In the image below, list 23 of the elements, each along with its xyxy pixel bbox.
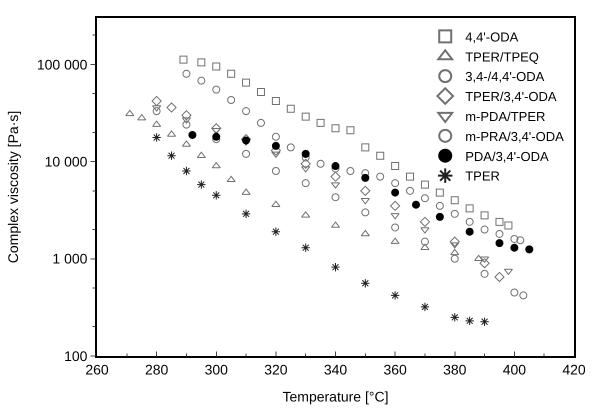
x-tick-label: 360: [383, 362, 408, 378]
x-tick-label: 340: [324, 362, 348, 378]
legend-label: m-PRA/3,4'-ODA: [465, 128, 564, 144]
x-tick-label: 420: [562, 362, 586, 378]
y-tick-label: 1 000: [52, 250, 88, 267]
x-tick-label: 280: [144, 362, 169, 378]
y-tick-label: 100: [64, 348, 88, 364]
x-tick-label: 380: [443, 362, 467, 378]
legend-label: m-PDA/TPER: [465, 109, 546, 124]
x-tick-label: 400: [502, 362, 526, 378]
legend-label: PDA/3,4'-ODA: [465, 148, 549, 164]
legend-label: 4,4'-ODA: [465, 29, 519, 44]
legend-label: TPER: [465, 168, 500, 184]
x-tick-label: 320: [264, 362, 288, 378]
legend-label: 3,4-/4,4'-ODA: [465, 69, 545, 84]
legend-label: TPER/3,4'-ODA: [465, 89, 557, 104]
x-tick-label: 300: [204, 362, 228, 378]
x-axis-title: Temperature [°C]: [282, 388, 388, 404]
x-tick-label: 260: [85, 362, 109, 378]
y-axis-title: Complex viscosity [Pa·s]: [4, 110, 21, 264]
legend-label: TPER/TPEQ: [465, 49, 539, 64]
y-tick-label: 100 000: [36, 56, 88, 72]
y-tick-label: 10 000: [44, 153, 88, 170]
